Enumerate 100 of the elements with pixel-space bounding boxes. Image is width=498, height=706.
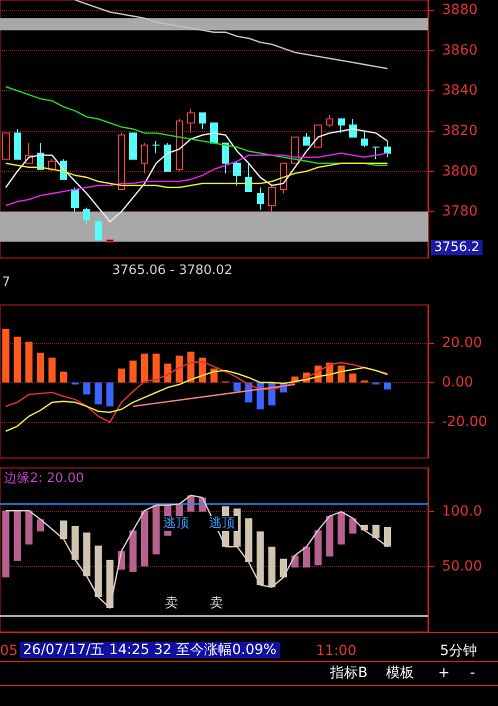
bar — [25, 342, 33, 382]
bar — [2, 510, 10, 578]
y-tick-label: 100.0 — [442, 504, 482, 520]
bar — [83, 382, 90, 394]
bar — [314, 530, 322, 566]
text: - — [470, 665, 476, 681]
text: 05 — [0, 643, 18, 659]
bar — [25, 510, 33, 545]
candlestick — [152, 140, 160, 154]
bar — [14, 336, 21, 382]
annotation: 卖 — [210, 596, 223, 611]
line-series — [5, 128, 388, 222]
y-tick-label: 3880 — [442, 2, 478, 18]
text: 3756.2 — [434, 240, 480, 255]
bar — [176, 356, 183, 382]
candlestick — [187, 108, 195, 134]
bar — [152, 354, 160, 382]
bar — [302, 546, 310, 568]
candlestick — [233, 160, 241, 186]
y-tick-label: 3860 — [442, 42, 478, 58]
line-series — [5, 494, 388, 609]
bar — [36, 519, 44, 532]
candlestick — [314, 124, 322, 148]
bar — [338, 512, 345, 545]
bar — [94, 546, 102, 598]
bar — [118, 368, 126, 382]
bar — [280, 558, 287, 578]
annotation: 3765.06 - 3780.02 — [112, 262, 232, 278]
candlestick — [106, 239, 114, 242]
bar — [72, 526, 79, 560]
bar — [129, 530, 137, 572]
bar — [268, 546, 276, 588]
candlestick — [71, 186, 79, 212]
candlestick — [361, 130, 368, 148]
annotation: 边缘2: 20.00 — [4, 471, 84, 486]
bar — [60, 520, 68, 540]
bar — [36, 352, 44, 382]
text: 26/07/17/五 14:25 32 至今涨幅0.09% — [20, 642, 280, 658]
bar — [141, 510, 148, 566]
y-tick-label: 20.00 — [442, 334, 482, 351]
bar — [349, 374, 356, 382]
line-series — [5, 152, 388, 206]
y-tick-label: 3800 — [442, 163, 478, 180]
bar — [256, 531, 264, 585]
bar — [338, 366, 345, 382]
candlestick — [129, 132, 137, 160]
text: 模板 — [386, 665, 414, 681]
bar — [129, 360, 137, 382]
bar — [326, 516, 334, 557]
line-series — [5, 366, 388, 432]
bar — [106, 382, 114, 406]
y-tick-label: 0.00 — [442, 374, 474, 390]
y-tick-label: -20.00 — [442, 414, 488, 430]
y-tick-label: 50.00 — [442, 558, 482, 574]
text: 指标B — [330, 665, 368, 681]
candlestick — [338, 118, 345, 134]
candlestick — [303, 132, 310, 146]
bar — [384, 382, 392, 390]
candlestick — [257, 186, 264, 210]
text: 11:00 — [316, 643, 356, 659]
text: + — [438, 665, 450, 681]
candlestick — [222, 142, 229, 174]
bar — [94, 382, 102, 404]
bar — [141, 354, 148, 382]
candlestick — [384, 140, 391, 158]
bar — [372, 524, 380, 538]
annotation: 逃顶 — [209, 516, 235, 531]
candlestick — [2, 132, 10, 160]
candlestick — [199, 112, 206, 130]
bar — [60, 372, 68, 382]
line-series — [5, 86, 388, 166]
line-series — [5, 360, 388, 423]
bar — [152, 505, 160, 554]
text: 5分钟 — [440, 643, 477, 659]
candlestick — [118, 132, 125, 190]
candlestick — [245, 162, 252, 192]
bar — [234, 382, 241, 392]
y-tick-label: 3820 — [442, 123, 478, 140]
text: 7 — [2, 275, 10, 290]
bar — [164, 364, 172, 382]
candlestick — [326, 114, 333, 128]
annotation: 逃顶 — [163, 516, 189, 531]
candlestick — [95, 219, 102, 240]
candlestick — [268, 184, 276, 212]
y-tick-label: 3780 — [442, 204, 478, 220]
bar — [384, 527, 392, 547]
bar — [83, 532, 90, 576]
candlestick — [14, 128, 21, 160]
bar — [349, 518, 356, 534]
bar — [14, 510, 21, 561]
line-series — [5, 162, 388, 188]
annotation: 卖 — [165, 596, 178, 611]
candlestick — [83, 207, 90, 224]
bar — [48, 358, 56, 382]
bar — [2, 328, 10, 382]
candlestick — [141, 142, 148, 174]
candlestick — [176, 118, 183, 172]
candlestick — [372, 146, 380, 160]
bar — [245, 518, 252, 562]
line-series — [74, 0, 388, 70]
